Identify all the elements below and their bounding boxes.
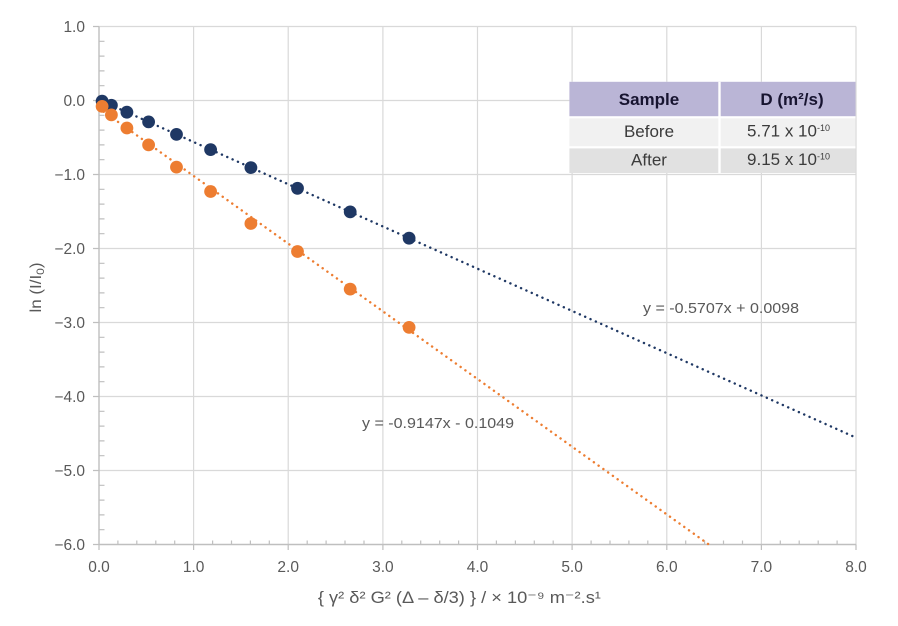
svg-text:0.0: 0.0: [88, 559, 110, 576]
svg-text:5.0: 5.0: [561, 559, 583, 576]
svg-text:−3.0: −3.0: [54, 315, 85, 332]
svg-text:Sample: Sample: [619, 90, 679, 109]
svg-text:8.0: 8.0: [845, 559, 867, 576]
svg-text:−2.0: −2.0: [54, 241, 85, 258]
svg-text:y = -0.5707x + 0.0098: y = -0.5707x + 0.0098: [643, 300, 799, 317]
svg-text:−6.0: −6.0: [54, 537, 85, 554]
svg-text:1.0: 1.0: [63, 19, 85, 36]
svg-text:D (m²/s): D (m²/s): [760, 90, 823, 109]
svg-text:9.15 x 10-10: 9.15 x 10-10: [747, 150, 830, 169]
svg-text:4.0: 4.0: [467, 559, 489, 576]
svg-text:−5.0: −5.0: [54, 463, 85, 480]
svg-text:After: After: [631, 151, 667, 170]
svg-text:5.71 x 10-10: 5.71 x 10-10: [747, 122, 830, 141]
svg-text:0.0: 0.0: [63, 93, 85, 110]
svg-text:1.0: 1.0: [183, 559, 205, 576]
svg-text:2.0: 2.0: [277, 559, 299, 576]
svg-text:−1.0: −1.0: [54, 167, 85, 184]
svg-text:ln (I/I0): ln (I/I0): [28, 263, 47, 313]
svg-text:{ γ² δ² G² (Δ – δ/3) } / × 10⁻: { γ² δ² G² (Δ – δ/3) } / × 10⁻⁹ m⁻².s¹: [318, 589, 602, 607]
svg-text:3.0: 3.0: [372, 559, 394, 576]
svg-text:6.0: 6.0: [656, 559, 678, 576]
svg-text:7.0: 7.0: [751, 559, 773, 576]
svg-text:−4.0: −4.0: [54, 389, 85, 406]
svg-text:y = -0.9147x - 0.1049: y = -0.9147x - 0.1049: [362, 415, 514, 432]
svg-text:Before: Before: [624, 122, 674, 141]
